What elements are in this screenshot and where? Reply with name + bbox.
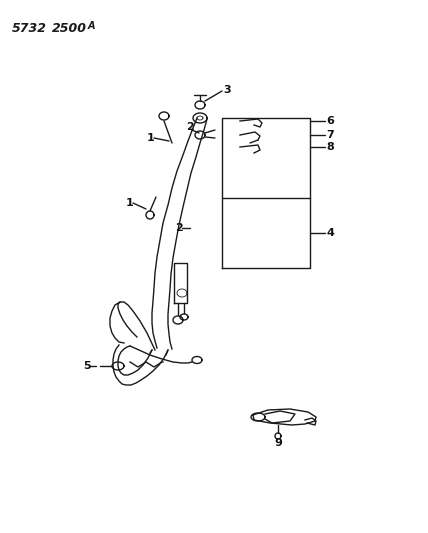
Text: 5: 5 [83, 361, 91, 371]
Text: 9: 9 [274, 438, 282, 448]
Text: 8: 8 [326, 142, 334, 152]
Text: 3: 3 [223, 85, 231, 95]
Text: 2: 2 [175, 223, 183, 233]
Text: 5732: 5732 [12, 21, 47, 35]
Text: 2500: 2500 [52, 21, 87, 35]
Text: 1: 1 [126, 198, 134, 208]
Text: 4: 4 [327, 228, 335, 238]
Text: 1: 1 [147, 133, 155, 143]
Text: A: A [88, 21, 95, 31]
Text: 2: 2 [186, 122, 194, 132]
Text: 7: 7 [326, 130, 334, 140]
Text: 6: 6 [326, 116, 334, 126]
